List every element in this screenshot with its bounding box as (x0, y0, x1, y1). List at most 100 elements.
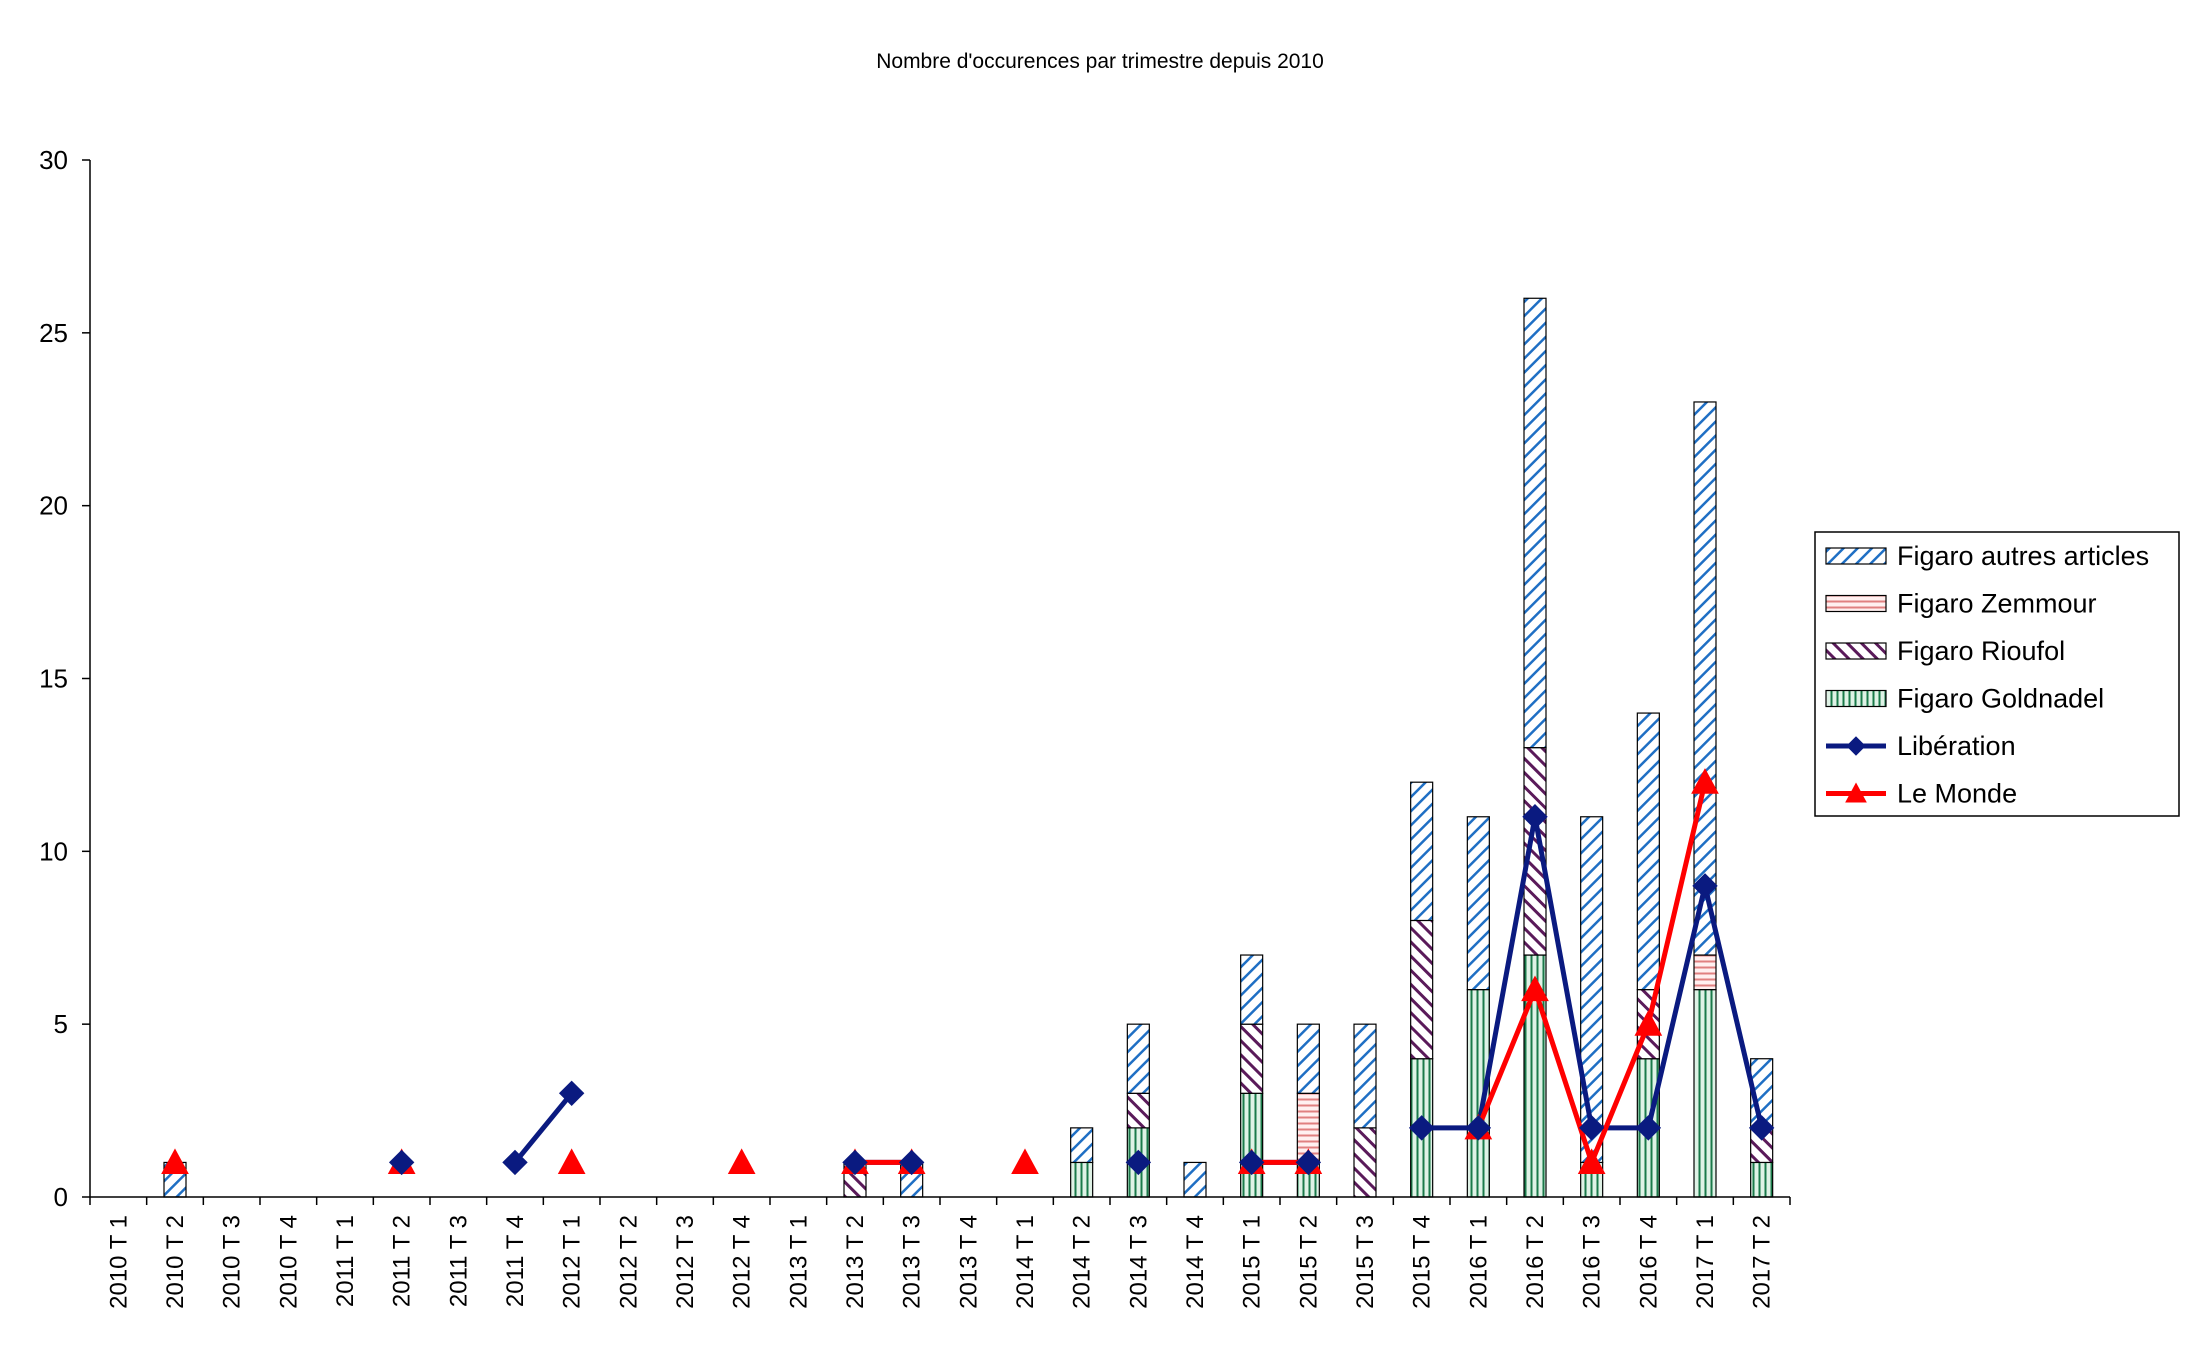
bar-segment (1353, 1127, 1377, 1198)
bar-segment (1410, 781, 1434, 922)
bar-segment (1126, 1092, 1150, 1129)
x-tick-label: 2016 T 1 (1465, 1215, 1492, 1309)
bar-segment (1240, 1092, 1264, 1198)
line-point (1748, 1115, 1775, 1141)
x-tick-label: 2015 T 1 (1239, 1215, 1266, 1309)
bar-segment (1693, 988, 1717, 1198)
series-line-segment (1645, 883, 1708, 1131)
series-line-segment (512, 1090, 575, 1165)
x-tick-label: 2010 T 1 (105, 1215, 132, 1309)
x-tick-label: 2013 T 4 (955, 1215, 982, 1309)
x-tick-label: 2010 T 2 (162, 1215, 189, 1309)
bar-segment (1410, 919, 1434, 1060)
x-tick-label: 2016 T 2 (1522, 1215, 1549, 1309)
legend-box (1814, 531, 2180, 817)
line-point (842, 1149, 868, 1176)
bar-segment (1580, 816, 1604, 1164)
line-point (1635, 1115, 1662, 1141)
x-tick-label: 2012 T 1 (559, 1215, 586, 1309)
x-tick-label: 2013 T 1 (785, 1215, 812, 1309)
bar-segment (1523, 297, 1547, 749)
line-point (1522, 804, 1548, 830)
bar-segment (1126, 1023, 1150, 1094)
x-tick-label: 2016 T 4 (1635, 1215, 1662, 1309)
x-tick-label: 2012 T 4 (729, 1215, 756, 1309)
x-tick-label: 2015 T 3 (1352, 1215, 1379, 1309)
legend-swatch (1825, 547, 1887, 565)
series-line-segment (1589, 1021, 1651, 1165)
y-tick-label: 5 (54, 1009, 68, 1039)
y-tick-label: 25 (39, 318, 68, 348)
line-point (727, 1148, 756, 1174)
x-tick-label: 2015 T 2 (1295, 1215, 1322, 1309)
x-tick-label: 2011 T 1 (332, 1215, 359, 1307)
legend-label: Libération (1897, 731, 2016, 761)
line-point (1521, 975, 1549, 1002)
x-tick-label: 2013 T 3 (899, 1215, 926, 1309)
line-point (1846, 736, 1866, 756)
line-point (502, 1149, 528, 1176)
x-tick-label: 2011 T 3 (445, 1215, 472, 1307)
x-tick-label: 2016 T 3 (1579, 1215, 1606, 1309)
line-point (1011, 1148, 1039, 1174)
x-tick-label: 2014 T 2 (1069, 1215, 1096, 1309)
legend-label: Figaro Rioufol (1897, 636, 2065, 666)
x-tick-label: 2012 T 2 (615, 1215, 642, 1309)
x-tick-label: 2012 T 3 (672, 1215, 699, 1309)
line-point (558, 1080, 585, 1107)
bar-segment (1353, 1023, 1377, 1129)
line-point (1845, 782, 1867, 803)
bar-segment (1183, 1161, 1207, 1198)
bar-segment (1296, 1023, 1320, 1094)
x-tick-label: 2011 T 2 (389, 1215, 416, 1307)
line-point (557, 1148, 586, 1174)
legend-swatch (1825, 689, 1887, 708)
y-tick-label: 20 (39, 491, 68, 521)
x-tick-label: 2014 T 1 (1012, 1215, 1039, 1309)
chart-title: Nombre d'occurences par trimestre depuis… (876, 50, 1324, 73)
x-tick-label: 2010 T 4 (275, 1215, 302, 1309)
line-point (1634, 1010, 1663, 1036)
x-tick-label: 2014 T 4 (1182, 1215, 1209, 1309)
legend-label: Figaro Zemmour (1897, 589, 2097, 619)
bar-segment (1466, 816, 1490, 991)
bar-segment (1693, 401, 1717, 956)
x-tick-label: 2011 T 4 (502, 1215, 529, 1307)
line-point (388, 1149, 415, 1176)
legend-label: Figaro Goldnadel (1897, 684, 2104, 714)
line-point (161, 1148, 189, 1174)
bar-segment (1693, 954, 1717, 991)
legend-swatch (1825, 642, 1887, 660)
series-line-segment (1532, 987, 1595, 1165)
line-point (1465, 1115, 1492, 1141)
line-point (1577, 1148, 1606, 1174)
x-tick-label: 2017 T 2 (1749, 1215, 1776, 1309)
line-point (898, 1149, 925, 1176)
series-line-segment (1645, 779, 1708, 1027)
series-line-segment (1702, 883, 1765, 1131)
line-point (1125, 1149, 1152, 1176)
bar-segment (1240, 1023, 1264, 1094)
x-tick-label: 2010 T 3 (219, 1215, 246, 1309)
axes-layer: 0 5 10 15 20 25 30 2010 T 1 2010 T 2 2010 T 3 2010… (39, 145, 1791, 1309)
y-tick-label: 10 (39, 836, 68, 866)
x-tick-label: 2013 T 2 (842, 1215, 869, 1309)
legend: Figaro autres articles Figaro Zemmour Figa… (1814, 531, 2180, 817)
bars-layer (163, 297, 1774, 1198)
y-tick-label: 0 (54, 1182, 68, 1212)
x-tick-label: 2017 T 1 (1692, 1215, 1719, 1309)
line-point (1578, 1115, 1605, 1141)
bar-segment (1750, 1161, 1774, 1198)
y-tick-label: 30 (39, 145, 68, 175)
line-point (1691, 768, 1719, 794)
legend-label: Figaro autres articles (1897, 541, 2149, 571)
x-tick-label: 2015 T 4 (1409, 1215, 1436, 1309)
series-line-segment (1475, 814, 1538, 1131)
y-tick-label: 15 (39, 664, 68, 694)
bar-segment (1636, 712, 1660, 991)
bar-segment (1070, 1161, 1094, 1198)
bar-segment (1240, 954, 1264, 1025)
lines-layer (161, 768, 1775, 1176)
series-line-segment (1475, 987, 1538, 1131)
